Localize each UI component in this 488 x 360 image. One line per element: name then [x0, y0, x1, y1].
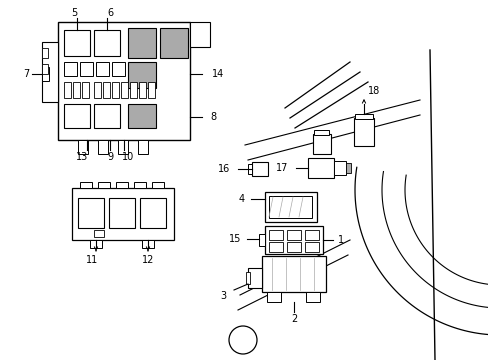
Bar — [268, 230, 283, 240]
Text: 9: 9 — [107, 152, 113, 162]
Text: 10: 10 — [122, 152, 134, 162]
Bar — [78, 140, 88, 154]
Text: 2: 2 — [290, 314, 297, 324]
Bar — [266, 292, 281, 302]
Text: 11: 11 — [86, 255, 98, 265]
Bar — [333, 161, 346, 175]
Bar — [140, 198, 165, 228]
Bar — [264, 226, 323, 254]
Bar — [94, 82, 101, 98]
Text: 6: 6 — [107, 8, 113, 18]
Text: 15: 15 — [228, 234, 241, 244]
Text: 16: 16 — [217, 164, 229, 174]
Bar — [312, 134, 330, 154]
Text: 3: 3 — [220, 291, 225, 301]
Bar — [72, 188, 174, 240]
Bar — [73, 82, 80, 98]
Bar — [354, 114, 372, 119]
Text: 1: 1 — [337, 235, 344, 245]
Bar — [262, 256, 325, 292]
Bar — [152, 182, 163, 188]
Bar — [90, 240, 102, 248]
Bar — [268, 196, 311, 218]
Bar — [94, 30, 120, 56]
Bar — [305, 292, 319, 302]
Bar — [82, 82, 89, 98]
Bar — [247, 268, 262, 288]
Bar — [64, 30, 90, 56]
Bar — [64, 104, 90, 128]
Bar — [190, 22, 209, 47]
Text: 17: 17 — [275, 163, 287, 173]
Bar — [78, 198, 104, 228]
Bar — [64, 62, 77, 76]
Bar — [112, 62, 125, 76]
Text: 18: 18 — [367, 86, 380, 96]
Bar — [42, 64, 48, 74]
Text: 14: 14 — [212, 69, 224, 79]
Bar — [148, 82, 155, 98]
Bar — [134, 182, 146, 188]
Circle shape — [195, 30, 204, 40]
Bar — [94, 104, 120, 128]
Bar — [286, 230, 301, 240]
Bar — [128, 62, 156, 88]
Text: 4: 4 — [238, 194, 244, 204]
Bar — [286, 242, 301, 252]
Bar — [118, 140, 128, 154]
Bar — [112, 82, 119, 98]
Bar — [128, 104, 156, 128]
Bar — [307, 158, 333, 178]
Bar — [94, 230, 104, 237]
Text: 7: 7 — [23, 69, 29, 79]
Bar — [103, 82, 110, 98]
Text: 8: 8 — [209, 112, 216, 122]
Bar — [96, 62, 109, 76]
Bar — [130, 82, 137, 98]
Bar — [268, 242, 283, 252]
Bar — [264, 192, 316, 222]
Bar — [313, 130, 328, 135]
Bar — [305, 242, 318, 252]
Bar — [139, 82, 146, 98]
Bar — [98, 140, 108, 154]
Bar — [80, 62, 93, 76]
Bar — [160, 28, 187, 58]
Text: 12: 12 — [142, 255, 154, 265]
Bar — [245, 272, 249, 284]
Bar — [251, 162, 267, 176]
Bar — [128, 28, 156, 58]
Bar — [42, 67, 49, 81]
Bar — [109, 198, 135, 228]
Bar — [121, 82, 128, 98]
Bar — [80, 182, 92, 188]
Bar — [116, 182, 128, 188]
Bar — [138, 140, 148, 154]
Bar — [42, 48, 48, 58]
Bar — [305, 230, 318, 240]
Bar — [58, 22, 190, 140]
Bar — [346, 163, 350, 173]
Bar — [42, 42, 58, 102]
Bar — [142, 240, 154, 248]
Text: 13: 13 — [76, 152, 88, 162]
Bar — [64, 82, 71, 98]
Bar — [259, 234, 264, 246]
Text: 5: 5 — [71, 8, 77, 18]
Bar — [353, 118, 373, 146]
Bar — [247, 164, 251, 174]
Circle shape — [228, 326, 257, 354]
Bar — [98, 182, 110, 188]
